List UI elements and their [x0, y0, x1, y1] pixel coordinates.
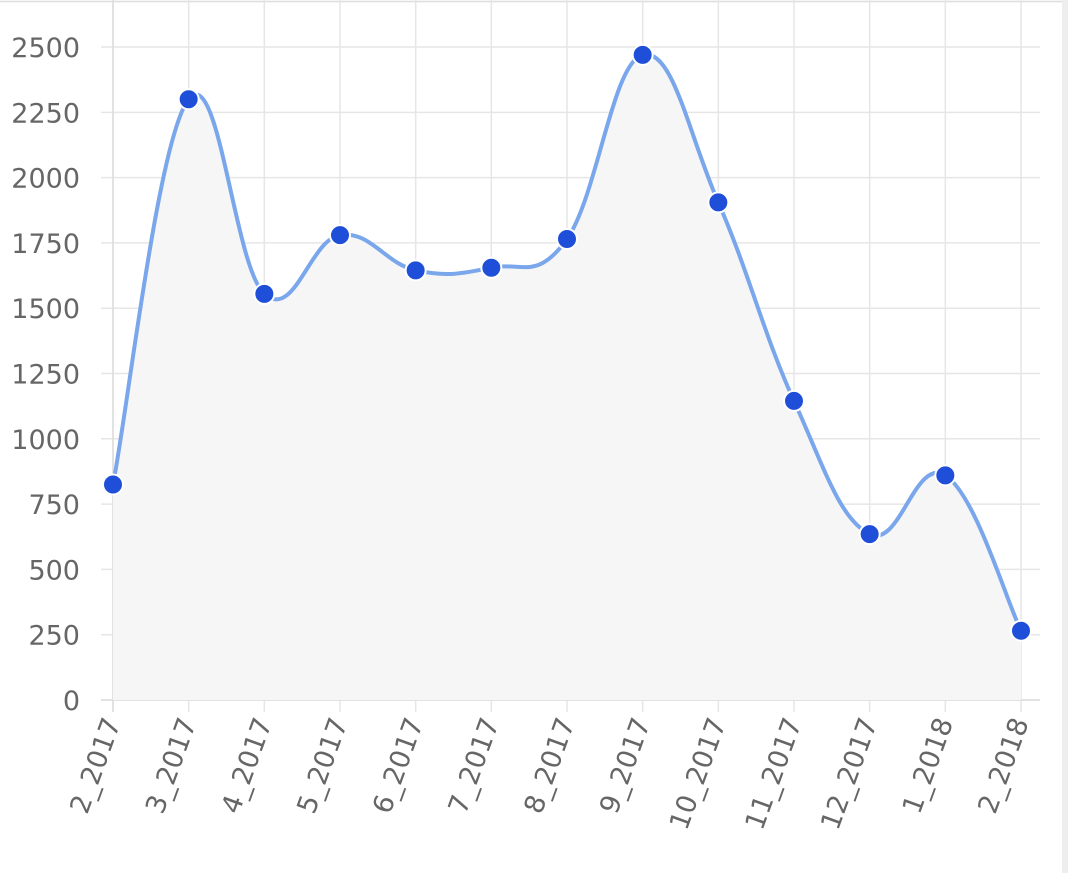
point [934, 464, 957, 487]
x-tick-label: 11_2017 [740, 714, 809, 834]
y-tick-label: 2500 [11, 33, 80, 64]
x-tick-label: 4_2017 [216, 714, 279, 818]
y-tick-label: 1500 [11, 294, 80, 325]
x-tick-label: 2_2017 [64, 714, 127, 818]
y-tick-label: 500 [28, 555, 80, 586]
point [404, 259, 427, 282]
point [783, 389, 805, 412]
x-tick-label: 1_2018 [897, 714, 960, 818]
frame-right [1062, 0, 1068, 873]
x-tick-label: 10_2017 [664, 714, 733, 834]
x-tick-label: 8_2017 [518, 714, 581, 818]
x-tick-label: 12_2017 [815, 714, 884, 834]
point [329, 224, 351, 247]
y-tick-label: 750 [28, 490, 80, 521]
y-tick-label: 2250 [11, 98, 80, 129]
y-tick-label: 1250 [11, 360, 80, 391]
point [102, 473, 124, 496]
point [480, 256, 503, 279]
x-tick-label: 7_2017 [443, 714, 506, 818]
point [177, 88, 200, 111]
y-tick-label: 250 [28, 621, 80, 652]
x-tick-label: 2_2018 [972, 714, 1035, 818]
x-tick-label: 5_2017 [291, 714, 354, 818]
point [556, 227, 578, 250]
point [631, 43, 654, 66]
point [707, 191, 730, 214]
x-tick-label: 9_2017 [594, 714, 657, 818]
point [858, 523, 881, 546]
y-tick-label: 1750 [11, 229, 80, 260]
area [113, 54, 1021, 701]
y-tick-label: 2000 [11, 164, 80, 195]
y-tick-label: 1000 [11, 425, 80, 456]
x-tick-label: 3_2017 [140, 714, 203, 818]
point [253, 282, 276, 305]
x-tick-label: 6_2017 [367, 714, 430, 818]
point [1010, 619, 1032, 642]
y-tick-label: 0 [63, 686, 80, 717]
